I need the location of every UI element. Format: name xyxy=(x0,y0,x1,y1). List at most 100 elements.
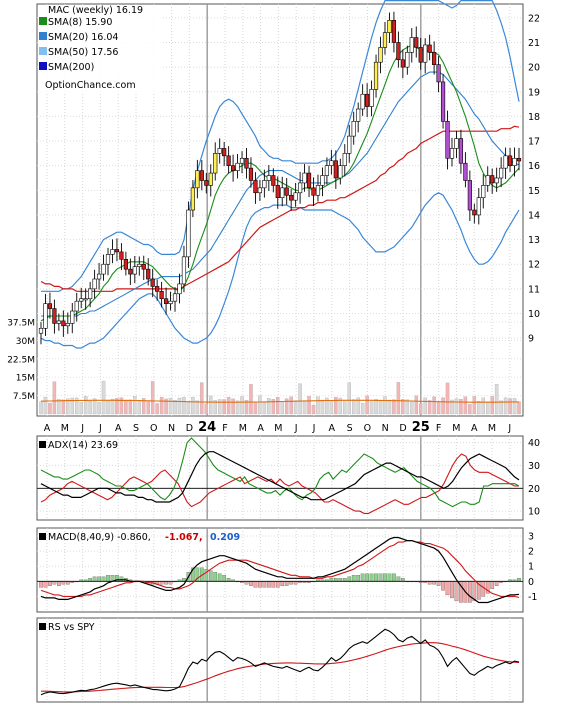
legend-swatch-sma50 xyxy=(39,47,47,55)
month-tick-label: D xyxy=(399,423,406,434)
candle-down xyxy=(432,52,437,65)
bollinger-bands xyxy=(40,0,520,349)
volume-bar xyxy=(57,398,61,415)
candle-up xyxy=(356,108,361,122)
candle-up xyxy=(208,172,213,186)
macd-histogram-bar xyxy=(217,573,222,582)
indicator-tick-label: 20 xyxy=(528,484,540,495)
candle-up xyxy=(485,175,490,186)
volume-bar xyxy=(128,399,133,415)
legend-swatch-sma20 xyxy=(39,32,47,40)
month-tick-label: A xyxy=(471,423,478,434)
volume-bar xyxy=(39,401,43,415)
volume-bar xyxy=(226,396,231,415)
volume-bar xyxy=(459,399,463,415)
candle-up xyxy=(190,187,195,211)
candle-down xyxy=(159,291,164,300)
price-legend: MAC (weekly) 16.19 SMA(8) 15.90 SMA(20) … xyxy=(39,5,161,94)
candle-up xyxy=(347,135,352,154)
indicator-tick-label: 2 xyxy=(528,547,534,558)
candle-up xyxy=(105,254,111,265)
candle-down xyxy=(150,278,155,287)
candle-down xyxy=(123,259,128,270)
month-tick-label: M xyxy=(239,423,247,434)
volume-bar xyxy=(468,404,472,415)
month-tick-label: A xyxy=(257,423,264,434)
volume-bar xyxy=(302,400,307,415)
volume-tick-label: 30M xyxy=(16,337,35,347)
volume-bar xyxy=(508,398,512,415)
axis-labels: 9101112131415161718192021227.5M15M22.5M3… xyxy=(7,13,540,603)
candle-up xyxy=(235,162,240,171)
macd-histogram-bar xyxy=(119,576,124,582)
volume-bar xyxy=(485,401,490,415)
macd-histogram-bar xyxy=(387,573,392,582)
candle-down xyxy=(445,121,450,159)
candle-down xyxy=(306,172,312,189)
macd-histogram-bar xyxy=(101,576,106,582)
candle-up xyxy=(137,263,142,267)
volume-bar xyxy=(79,401,83,415)
volume-bar xyxy=(503,397,508,415)
volume-bar xyxy=(432,396,436,415)
volume-tick-label: 22.5M xyxy=(7,355,35,365)
rs-average-line xyxy=(41,642,520,693)
legend-mac: MAC (weekly) 16.19 xyxy=(48,5,143,16)
volume-bar xyxy=(209,395,213,415)
candle-down xyxy=(141,263,146,270)
candle-up xyxy=(88,288,93,300)
candle-up xyxy=(293,192,298,201)
volume-bar xyxy=(477,401,481,415)
volume-bar xyxy=(267,398,271,415)
candle-down xyxy=(114,249,120,253)
macd-histogram-bar xyxy=(208,570,213,582)
macd-histogram-bar xyxy=(271,581,276,588)
candle-up xyxy=(423,44,428,63)
macd-histogram-bar xyxy=(244,581,249,585)
rs-line xyxy=(40,628,520,696)
macd-histogram-bar xyxy=(164,581,168,585)
volume-bar xyxy=(240,396,244,415)
volume-bar xyxy=(164,398,168,415)
candle-up xyxy=(280,187,285,199)
plus-di-line xyxy=(40,437,520,508)
candle-down xyxy=(391,20,397,43)
volume-bar xyxy=(365,395,369,415)
bollinger-upper-line xyxy=(41,0,520,292)
month-tick-label: M xyxy=(274,423,282,434)
volume-bar xyxy=(351,399,356,415)
volume-bar xyxy=(141,398,146,415)
month-tick-label: J xyxy=(98,423,102,434)
indicator-tick-label: 3 xyxy=(528,532,534,543)
candle-up xyxy=(43,303,48,329)
volume-bar xyxy=(369,401,374,415)
legend-swatch-sma200 xyxy=(39,62,47,70)
candle-up xyxy=(213,153,218,174)
volume-bar xyxy=(360,403,365,415)
candle-up xyxy=(494,177,499,184)
minus-di-line xyxy=(40,453,519,514)
volume-bar xyxy=(414,395,419,415)
volume-bar xyxy=(106,400,110,415)
volume-bar xyxy=(445,382,450,415)
volume-bar xyxy=(472,396,477,415)
price-tick-label: 17 xyxy=(528,137,540,148)
price-tick-label: 15 xyxy=(528,186,540,197)
macd-histogram-bar xyxy=(333,578,338,582)
volume-bar xyxy=(191,396,195,415)
candle-up xyxy=(266,175,271,181)
indicator-tick-label: 0 xyxy=(528,577,534,588)
month-tick-label: M xyxy=(488,423,496,434)
month-tick-label: J xyxy=(294,423,298,434)
volume-bar xyxy=(177,397,182,415)
volume-bar xyxy=(146,401,150,415)
rs-title: RS vs SPY xyxy=(39,622,95,633)
macd-histogram-bar xyxy=(213,572,218,582)
macd-histogram-bar xyxy=(427,581,432,585)
candle-up xyxy=(454,138,459,149)
volume-bar xyxy=(124,399,128,415)
candle-down xyxy=(61,320,66,327)
candle-up xyxy=(512,157,517,166)
sma50-line xyxy=(40,125,520,292)
